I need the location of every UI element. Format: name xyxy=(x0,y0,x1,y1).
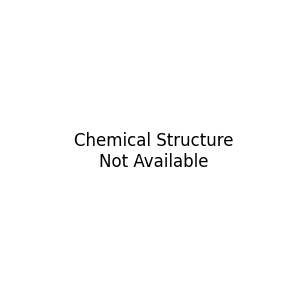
Text: Chemical Structure
Not Available: Chemical Structure Not Available xyxy=(74,132,233,171)
